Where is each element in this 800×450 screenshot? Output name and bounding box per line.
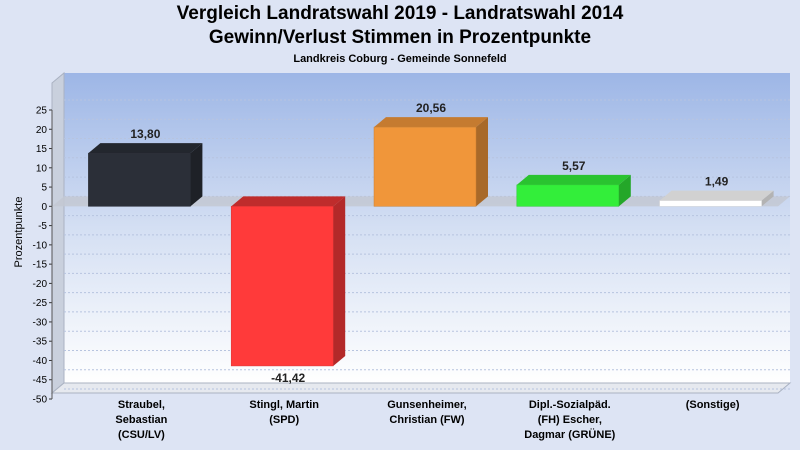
bar-top <box>231 196 346 207</box>
y-tick-label: -30 <box>33 317 48 328</box>
y-tick-label: 0 <box>41 202 47 213</box>
y-tick-label: -45 <box>33 375 48 386</box>
y-tick-label: -35 <box>33 337 48 348</box>
bar-top <box>659 190 774 201</box>
y-tick-label: -20 <box>33 279 48 290</box>
x-tick-label: Dipl.-Sozialpäd. (FH) Escher, Dagmar (GRÜN… <box>524 399 615 441</box>
chart-title: Vergleich Landratswahl 2019 - Landratswa… <box>176 3 624 24</box>
y-tick-label: -15 <box>33 260 48 271</box>
y-tick-label: 5 <box>41 183 47 194</box>
bar-front <box>230 206 334 367</box>
y-tick-label: -25 <box>33 298 48 309</box>
y-tick-label: -50 <box>33 395 48 406</box>
bar <box>516 174 631 207</box>
chart-subsubtitle: Landkreis Coburg - Gemeinde Sonnefeld <box>293 53 507 65</box>
y-tick-label: -40 <box>33 356 48 367</box>
bar <box>373 117 488 207</box>
bar <box>659 190 774 207</box>
bar-top <box>374 117 488 128</box>
bar <box>88 143 203 207</box>
y-tick-label: -10 <box>33 240 48 251</box>
bar-front <box>516 184 620 207</box>
bar-side <box>333 196 346 366</box>
chart-subtitle: Gewinn/Verlust Stimmen in Prozentpunkte <box>208 27 592 48</box>
bar-side <box>476 117 488 207</box>
data-label: 1,49 <box>705 175 729 189</box>
y-tick-label: -5 <box>38 221 47 232</box>
plot-floor <box>50 382 792 394</box>
bar-front <box>659 200 762 207</box>
x-tick-label: (Sonstige) <box>686 399 740 411</box>
y-tick-label: 25 <box>36 106 48 117</box>
x-tick-label: Stingl, Martin (SPD) <box>249 399 319 426</box>
y-tick-label: 15 <box>36 144 48 155</box>
bar <box>230 196 346 367</box>
y-axis-label: Prozentpunkte <box>13 197 25 268</box>
data-label: 20,56 <box>416 101 446 115</box>
bar-side <box>618 174 631 207</box>
bar-top <box>88 143 203 154</box>
data-label: 13,80 <box>130 127 160 141</box>
data-label: -41,42 <box>271 371 305 385</box>
data-label: 5,57 <box>562 159 586 173</box>
bar-side <box>190 143 203 207</box>
bar-top <box>516 174 631 185</box>
y-tick-label: 10 <box>36 163 48 174</box>
y-tick-label: 20 <box>36 125 48 136</box>
plot-side-wall <box>51 71 65 395</box>
x-tick-label: Straubel, Sebastian (CSU/LV) <box>115 399 167 441</box>
x-tick-label: Gunsenheimer, Christian (FW) <box>387 399 466 426</box>
bar-front <box>373 126 477 207</box>
bar-side <box>761 190 774 207</box>
bar-front <box>88 152 191 207</box>
